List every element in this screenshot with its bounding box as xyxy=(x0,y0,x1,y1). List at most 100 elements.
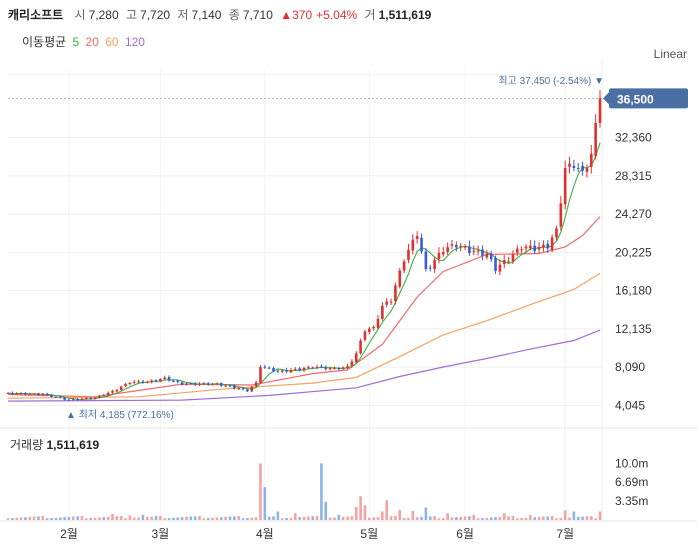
candle-body xyxy=(476,250,480,252)
volume-bar xyxy=(76,516,79,520)
volume-bar xyxy=(172,517,175,520)
volume-bar xyxy=(150,516,153,520)
volume-bar xyxy=(372,517,375,520)
high-value: 7,720 xyxy=(140,8,171,22)
candle-body xyxy=(215,383,219,385)
candle-body xyxy=(289,369,293,373)
candle-body xyxy=(150,380,153,383)
volume-bar xyxy=(481,518,484,520)
candle-body xyxy=(202,383,206,385)
volume-bar xyxy=(293,513,297,520)
volume-bar xyxy=(254,517,258,520)
volume-bar xyxy=(468,516,471,520)
volume-bar xyxy=(85,518,88,520)
volume-bar xyxy=(137,517,140,520)
volume-bar xyxy=(389,516,393,520)
candle-body xyxy=(93,397,97,400)
volume-bar xyxy=(433,516,436,520)
low-annotation: ▲ 최저 4,185 (772.16%) xyxy=(66,409,174,421)
candle-body xyxy=(193,383,197,385)
volume-bar xyxy=(346,516,349,520)
candle-body xyxy=(428,267,432,269)
volume-tick-label: 3.35m xyxy=(615,494,648,508)
candle-body xyxy=(367,328,371,332)
candle-body xyxy=(132,381,136,383)
volume-bar xyxy=(241,518,245,520)
candle-body xyxy=(145,381,149,383)
candle-body xyxy=(272,367,275,372)
candle-body xyxy=(128,382,132,385)
high-annotation: 최고 37,450 (-2.54%) ▼ xyxy=(498,75,604,87)
candle-body xyxy=(28,393,32,395)
candle-body xyxy=(315,367,319,369)
volume-panel-title: 거래량 xyxy=(10,438,44,452)
candle-body xyxy=(507,261,510,263)
volume-bar xyxy=(402,518,406,520)
candle-body xyxy=(63,397,66,400)
volume-bar xyxy=(350,516,354,520)
volume-value: 1,511,619 xyxy=(378,8,432,22)
candle-body xyxy=(224,385,227,387)
candle-body xyxy=(537,246,541,250)
candle-body xyxy=(550,237,554,250)
volume-bar xyxy=(363,505,367,520)
volume-bar xyxy=(289,517,293,520)
volume-bar xyxy=(98,517,101,520)
candle-body xyxy=(468,246,471,254)
volume-bar xyxy=(163,518,167,520)
candle-body xyxy=(441,252,445,255)
candle-body xyxy=(259,367,262,383)
volume-bar xyxy=(563,510,567,520)
volume-bar xyxy=(154,516,158,520)
candle-body xyxy=(280,370,284,372)
low-value: 7,140 xyxy=(191,8,222,22)
x-tick-label: 5월 xyxy=(360,527,378,541)
volume-bar xyxy=(246,518,249,520)
candle-body xyxy=(359,340,362,354)
volume-bar xyxy=(102,517,106,520)
candle-body xyxy=(233,385,236,389)
volume-bar xyxy=(180,517,184,520)
low-label: 저 xyxy=(177,8,189,22)
candle-body xyxy=(307,366,310,368)
volume-bar xyxy=(572,511,576,520)
y-tick-label: 20,225 xyxy=(615,245,652,259)
volume-bar xyxy=(6,518,10,520)
candle-body xyxy=(241,388,245,390)
volume-bar xyxy=(119,516,123,520)
volume-bar xyxy=(219,517,223,520)
volume-bar xyxy=(45,518,49,520)
volume-bar xyxy=(285,518,288,520)
close-value: 7,710 xyxy=(242,8,273,22)
volume-panel-label: 거래량 1,511,619 xyxy=(10,436,99,453)
volume-bar xyxy=(80,516,84,520)
volume-bar xyxy=(594,518,597,520)
candle-body xyxy=(302,368,306,371)
volume-bar xyxy=(159,516,162,520)
moving-average-legend[interactable]: 이동평균 5 20 60 120 xyxy=(22,33,148,50)
candle-body xyxy=(529,245,532,249)
volume-bar xyxy=(507,516,510,520)
scale-toggle[interactable]: Linear xyxy=(653,47,687,61)
volume-bar xyxy=(63,517,66,520)
candle-body xyxy=(246,389,249,392)
candle-body xyxy=(41,394,45,396)
volume-bar xyxy=(381,511,384,520)
open-value: 7,280 xyxy=(88,8,119,22)
candle-body xyxy=(398,270,402,287)
volume-bar xyxy=(272,516,275,520)
volume-bar xyxy=(128,515,132,520)
volume-bar xyxy=(224,516,227,520)
candle-body xyxy=(111,390,114,393)
volume-bar xyxy=(472,514,476,520)
x-tick-label: 3월 xyxy=(151,527,169,541)
candle-body xyxy=(559,203,563,227)
volume-bar xyxy=(420,516,423,520)
volume-bar xyxy=(354,506,358,520)
candle-body xyxy=(298,368,301,371)
volume-bar xyxy=(93,517,97,520)
candle-body xyxy=(511,254,515,262)
y-tick-label: 12,135 xyxy=(615,322,652,336)
volume-bar xyxy=(450,517,454,520)
